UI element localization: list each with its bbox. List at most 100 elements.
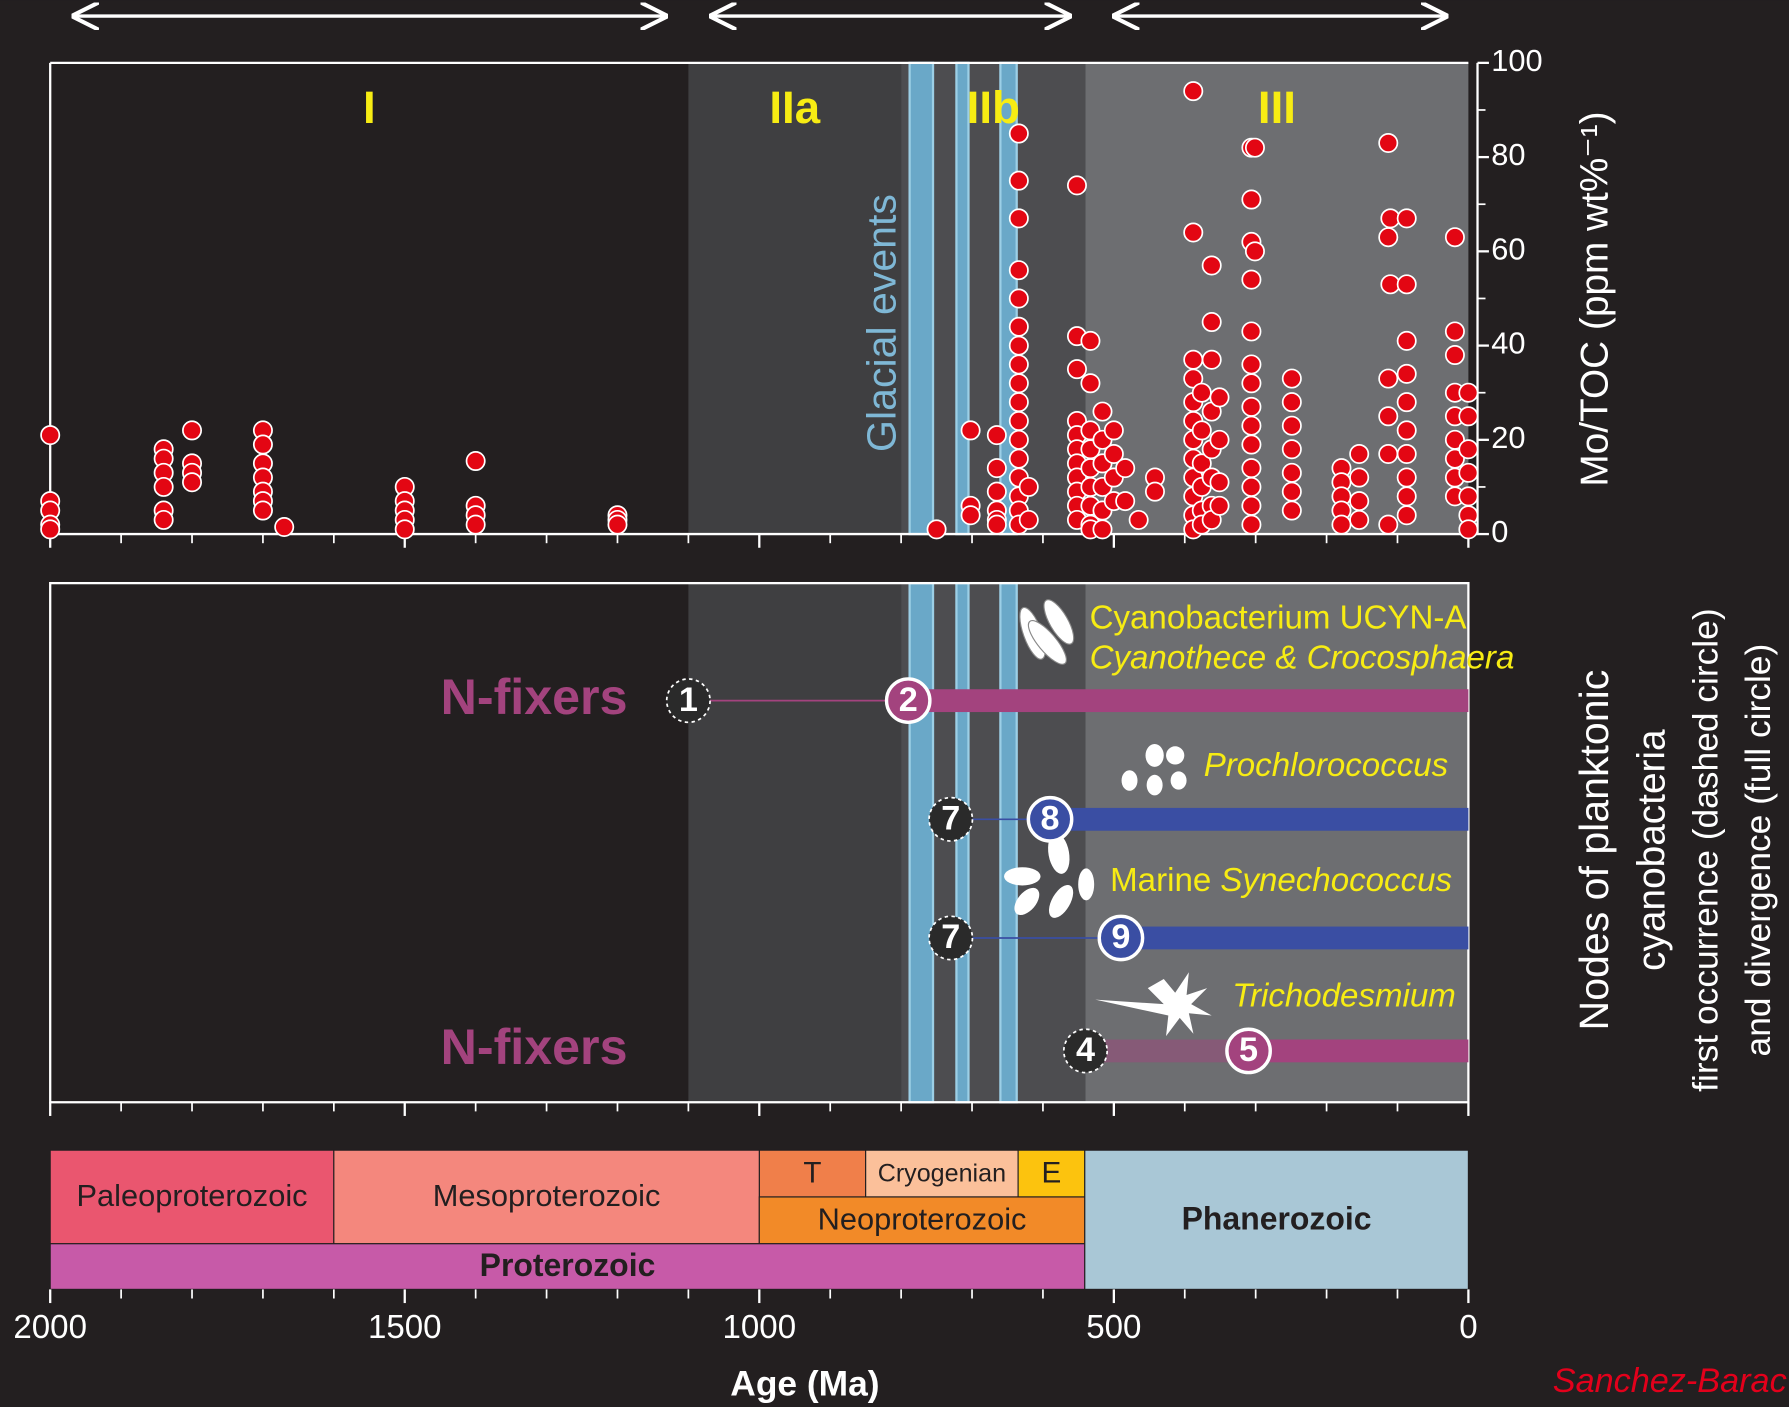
region	[1085, 583, 1469, 1103]
data-point	[1349, 467, 1370, 488]
data-point	[1008, 260, 1029, 281]
data-point	[1281, 462, 1302, 483]
data-point	[153, 509, 174, 530]
data-point	[1241, 396, 1262, 417]
data-point	[1201, 255, 1222, 276]
node	[1062, 1028, 1109, 1074]
node	[665, 678, 711, 724]
y-axis-label: first occurrence (dashed circle)	[1686, 608, 1725, 1091]
y-axis-label: and divergence (full circle)	[1739, 644, 1778, 1057]
data-point	[1458, 406, 1479, 427]
region	[688, 583, 902, 1103]
data-point	[182, 472, 203, 493]
time-unit	[49, 1149, 335, 1245]
data-point	[1444, 227, 1465, 248]
region-label: I	[363, 82, 376, 133]
data-point	[1008, 123, 1029, 144]
data-point	[1209, 472, 1230, 493]
time-unit-label: Proterozoic	[480, 1247, 656, 1283]
icon	[1048, 833, 1070, 874]
y-tick-label: 20	[1491, 420, 1525, 455]
data-point	[1241, 495, 1262, 516]
data-point	[465, 514, 486, 535]
data-point	[1349, 509, 1370, 530]
data-point	[1191, 453, 1212, 474]
icon	[1121, 770, 1138, 791]
data-point	[1281, 415, 1302, 436]
data-point	[1396, 363, 1417, 384]
data-point	[1241, 458, 1262, 479]
data-point	[1115, 491, 1136, 512]
node-label: 7	[941, 799, 960, 837]
data-point	[986, 514, 1007, 535]
data-point	[1396, 274, 1417, 295]
data-point	[1396, 392, 1417, 413]
icon	[1027, 620, 1067, 665]
icon	[1145, 744, 1164, 767]
data-point	[252, 500, 273, 521]
region	[50, 62, 689, 535]
group-label: N-fixers	[441, 1019, 628, 1075]
data-point	[1241, 434, 1262, 455]
node-label: 5	[1239, 1031, 1258, 1069]
taxon-text: Cyanothece & Crocosphaera	[1090, 639, 1515, 676]
data-point	[1115, 458, 1136, 479]
node	[884, 677, 932, 725]
data-point	[1008, 170, 1029, 191]
y-tick-label: 40	[1491, 326, 1525, 361]
node	[928, 915, 974, 961]
node-label: 4	[1076, 1031, 1095, 1069]
data-point	[1092, 401, 1113, 422]
data-point	[1331, 514, 1352, 535]
data-point	[1378, 443, 1399, 464]
x-tick-label: 2000	[13, 1309, 87, 1346]
node-label: 7	[941, 918, 960, 956]
glacial-band	[908, 581, 935, 1104]
taxon-label: Trichodesmium	[1232, 977, 1456, 1014]
data-point	[1396, 486, 1417, 507]
data-point	[1201, 349, 1222, 370]
data-point	[1209, 387, 1230, 408]
data-point	[1209, 429, 1230, 450]
data-point	[1444, 321, 1465, 342]
data-point	[1396, 505, 1417, 526]
data-point	[1103, 443, 1124, 464]
node-label: 9	[1111, 918, 1130, 956]
x-tick-label: 1500	[368, 1309, 442, 1346]
data-point	[1191, 420, 1212, 441]
lineage-bar	[1120, 926, 1469, 950]
data-point	[1241, 514, 1262, 535]
time-unit-label: E	[1042, 1157, 1062, 1190]
data-point	[1241, 354, 1262, 375]
icon	[1166, 746, 1185, 765]
icon	[1004, 867, 1041, 886]
data-point	[1378, 368, 1399, 389]
x-tick-label: 0	[1459, 1309, 1477, 1346]
data-point	[1244, 241, 1265, 262]
glacial-band	[999, 581, 1018, 1104]
data-point	[1066, 359, 1087, 380]
data-point	[1241, 476, 1262, 497]
lineage-bar	[908, 689, 1469, 713]
data-point	[1349, 491, 1370, 512]
data-point	[1103, 420, 1124, 441]
data-point	[1008, 448, 1029, 469]
data-point	[153, 476, 174, 497]
data-point	[1458, 486, 1479, 507]
lineage-bar	[1050, 807, 1469, 831]
data-point	[40, 425, 61, 446]
y-tick-label: 100	[1491, 43, 1542, 78]
data-point	[986, 481, 1007, 502]
data-point	[465, 451, 486, 472]
icon	[1043, 599, 1075, 645]
taxon-text: Prochlorococcus	[1204, 747, 1449, 784]
time-unit	[758, 1196, 1086, 1245]
y-tick-label: 0	[1491, 514, 1508, 549]
data-point	[1008, 410, 1029, 431]
icon	[1095, 972, 1212, 1037]
data-point	[274, 517, 295, 537]
data-point	[1241, 415, 1262, 436]
data-point	[926, 519, 947, 540]
